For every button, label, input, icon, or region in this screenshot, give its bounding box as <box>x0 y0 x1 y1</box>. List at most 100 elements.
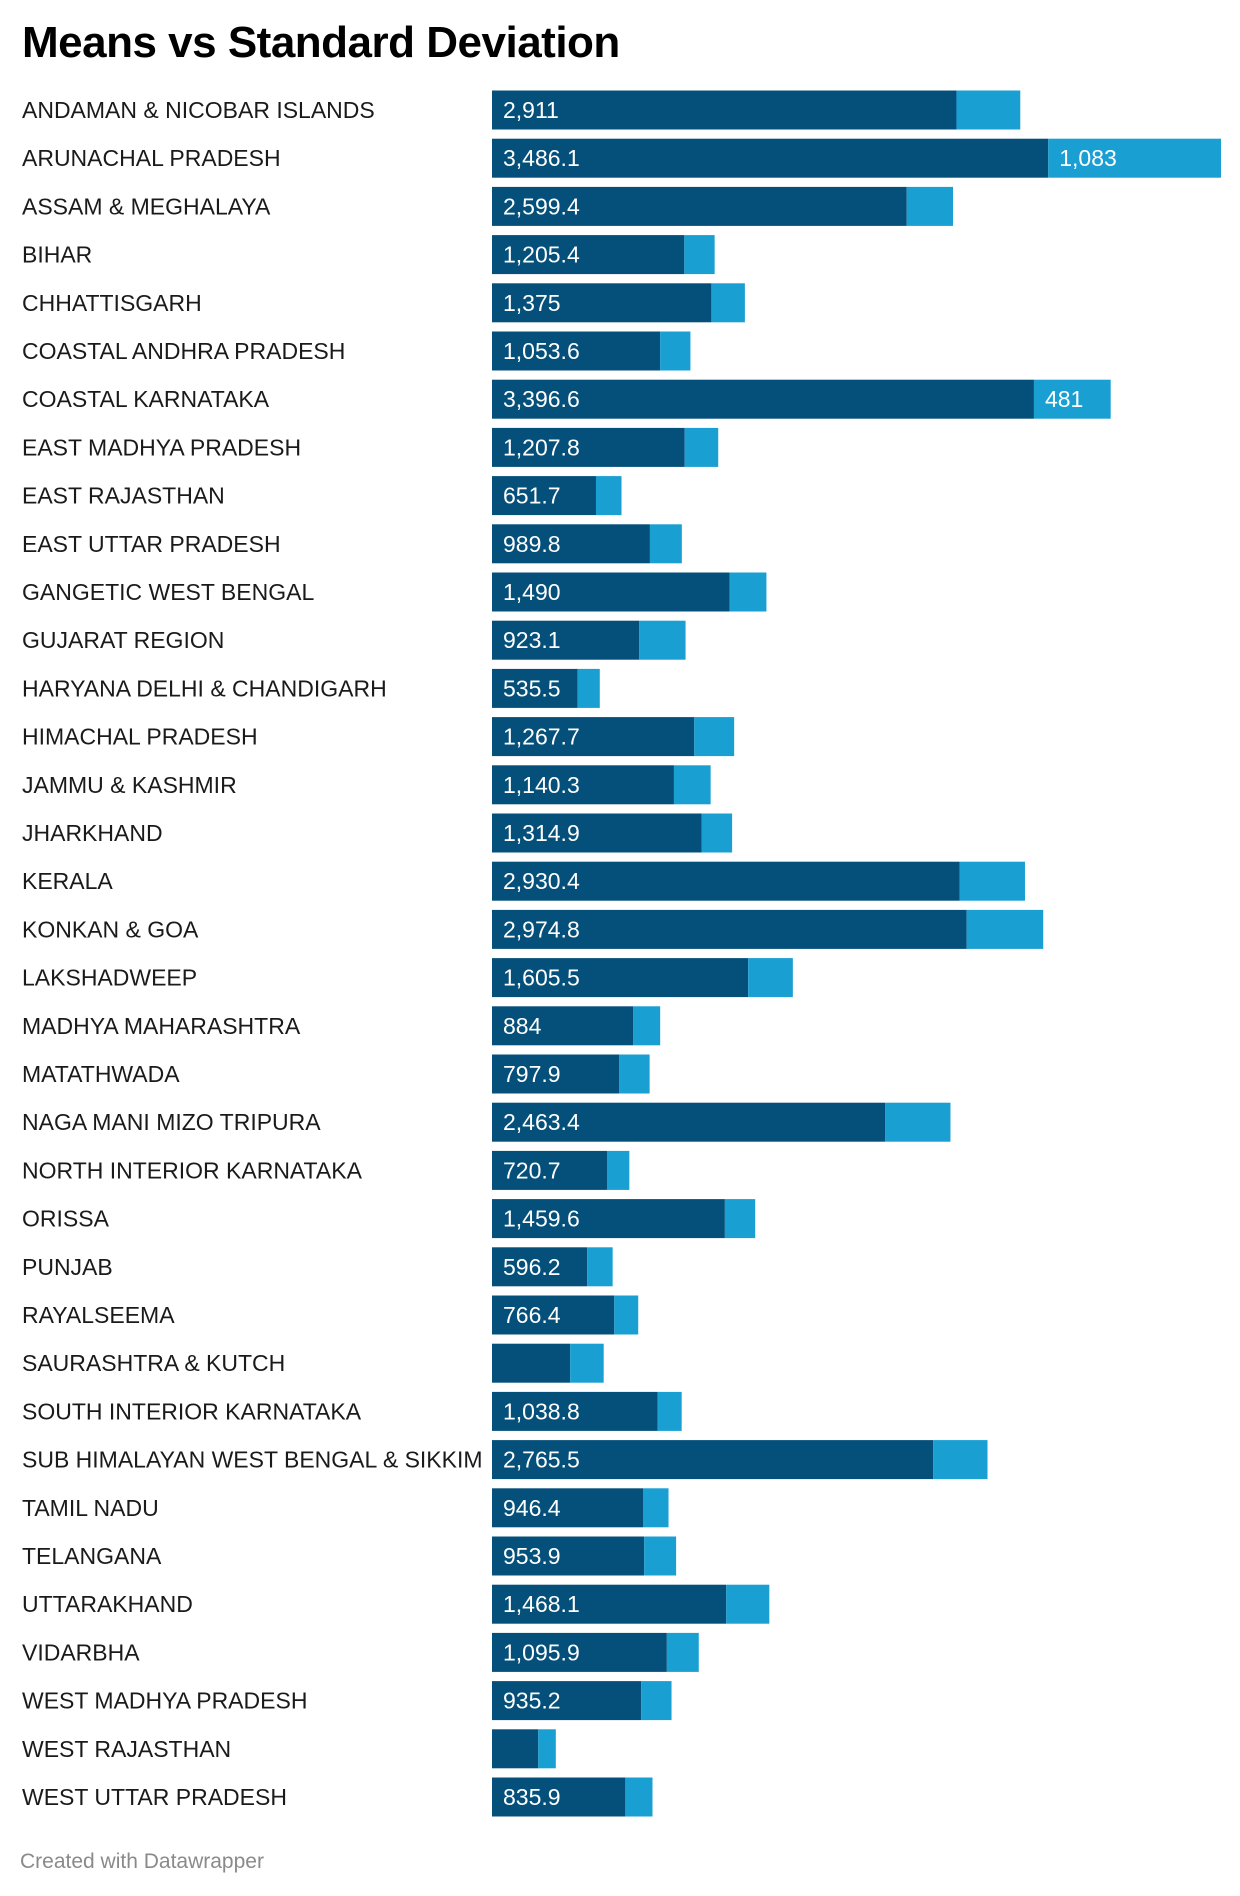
mean-value-label: 766.4 <box>503 1302 561 1328</box>
mean-bar <box>492 476 596 516</box>
mean-bar <box>492 1681 642 1721</box>
category-label: COASTAL ANDHRA PRADESH <box>22 338 345 364</box>
mean-bar <box>492 1102 886 1142</box>
mean-bar <box>492 1054 620 1094</box>
mean-bar <box>492 1488 644 1528</box>
mean-value-label: 1,314.9 <box>503 820 580 846</box>
footer-credit: Created with Datawrapper <box>20 1850 264 1873</box>
category-label: LAKSHADWEEP <box>22 965 197 991</box>
mean-value-label: 2,463.4 <box>503 1109 580 1135</box>
mean-value-label: 1,207.8 <box>503 434 580 460</box>
std-bar <box>595 476 622 516</box>
mean-value-label: 1,205.4 <box>503 242 580 268</box>
mean-value-label: 2,974.8 <box>503 916 580 942</box>
mean-value-label: 953.9 <box>503 1543 561 1569</box>
mean-value-label: 2,599.4 <box>503 193 580 219</box>
mean-value-label: 2,911 <box>503 97 559 123</box>
mean-bar <box>492 427 685 467</box>
mean-bar <box>492 1199 725 1239</box>
mean-bar <box>492 1536 645 1576</box>
category-label: UTTARAKHAND <box>22 1591 193 1617</box>
std-bar <box>906 186 954 226</box>
mean-bar <box>492 331 661 371</box>
mean-bar <box>492 1343 571 1383</box>
chart-title: Means vs Standard Deviation <box>22 18 620 67</box>
mean-value-label: 1,605.5 <box>503 965 580 991</box>
mean-bar <box>492 1440 934 1480</box>
std-bar <box>649 524 682 564</box>
std-bar <box>657 1391 682 1431</box>
mean-value-label: 1,490 <box>503 579 561 605</box>
category-label: NORTH INTERIOR KARNATAKA <box>22 1157 363 1183</box>
mean-value-label: 1,267.7 <box>503 724 580 750</box>
mean-bar <box>492 668 578 708</box>
std-bar <box>959 861 1025 901</box>
category-label: KERALA <box>22 868 113 894</box>
mean-bar <box>492 524 650 564</box>
mean-bar <box>492 235 685 275</box>
mean-bar <box>492 379 1034 419</box>
mean-bar <box>492 1150 607 1190</box>
category-label: SAURASHTRA & KUTCH <box>22 1350 285 1376</box>
std-bar <box>956 90 1021 130</box>
std-bar <box>633 1006 661 1046</box>
mean-value-label: 535.5 <box>503 675 561 701</box>
category-label: PUNJAB <box>22 1254 113 1280</box>
std-bar <box>666 1632 699 1672</box>
mean-bar <box>492 620 640 660</box>
std-bar <box>641 1681 672 1721</box>
category-label: SOUTH INTERIOR KARNATAKA <box>22 1398 362 1424</box>
std-bar <box>711 283 745 323</box>
category-label: EAST UTTAR PRADESH <box>22 531 281 557</box>
mean-value-label: 2,765.5 <box>503 1447 580 1473</box>
std-bar <box>639 620 686 660</box>
mean-bar <box>492 1584 727 1624</box>
mean-bar <box>492 283 712 323</box>
mean-value-label: 3,486.1 <box>503 145 580 171</box>
mean-value-label: 797.9 <box>503 1061 561 1087</box>
mean-bar <box>492 1006 634 1046</box>
mean-bar <box>492 1247 588 1287</box>
category-label: COASTAL KARNATAKA <box>22 386 270 412</box>
std-bar <box>606 1150 630 1190</box>
mean-value-label: 720.7 <box>503 1157 561 1183</box>
std-bar <box>1048 138 1222 178</box>
mean-value-label: 1,459.6 <box>503 1206 580 1232</box>
category-label: SUB HIMALAYAN WEST BENGAL & SIKKIM <box>22 1447 483 1473</box>
category-label: ORISSA <box>22 1206 110 1232</box>
mean-value-label: 1,053.6 <box>503 338 580 364</box>
mean-bar <box>492 1729 539 1769</box>
mean-bar <box>492 717 695 757</box>
std-bar <box>643 1488 669 1528</box>
mean-bar <box>492 138 1049 178</box>
std-bar <box>684 427 719 467</box>
std-bar <box>587 1247 613 1287</box>
std-bar <box>726 1584 770 1624</box>
category-label: MATATHWADA <box>22 1061 180 1087</box>
std-bar <box>614 1295 639 1335</box>
mean-value-label: 1,095.9 <box>503 1639 580 1665</box>
mean-value-label: 923.1 <box>503 627 561 653</box>
category-label: EAST MADHYA PRADESH <box>22 434 301 460</box>
mean-bar <box>492 1295 615 1335</box>
mean-value-label: 946.4 <box>503 1495 561 1521</box>
category-label: CHHATTISGARH <box>22 290 202 316</box>
category-label: EAST RAJASTHAN <box>22 483 225 509</box>
category-label: HARYANA DELHI & CHANDIGARH <box>22 675 387 701</box>
mean-bar <box>492 861 960 901</box>
mean-value-label: 651.7 <box>503 483 561 509</box>
mean-value-label: 884 <box>503 1013 542 1039</box>
mean-bar <box>492 90 957 130</box>
category-label: VIDARBHA <box>22 1639 140 1665</box>
std-bar <box>1033 379 1111 419</box>
std-bar <box>724 1199 756 1239</box>
category-label: RAYALSEEMA <box>22 1302 175 1328</box>
mean-bar <box>492 1777 626 1817</box>
std-bar <box>966 909 1044 949</box>
std-bar <box>619 1054 650 1094</box>
category-label: NAGA MANI MIZO TRIPURA <box>22 1109 321 1135</box>
category-label: WEST MADHYA PRADESH <box>22 1688 307 1714</box>
mean-bar <box>492 958 749 998</box>
